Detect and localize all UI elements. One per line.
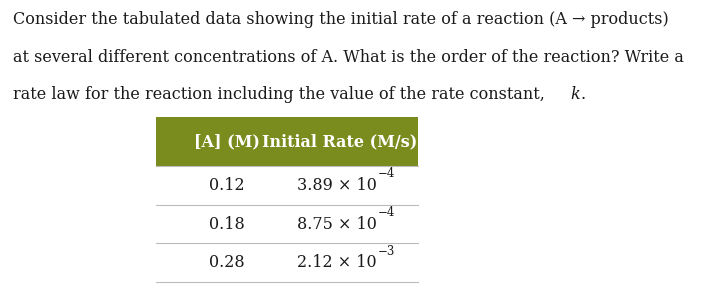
Text: Initial Rate (M/s): Initial Rate (M/s) (262, 133, 417, 150)
Text: [A] (M): [A] (M) (194, 133, 260, 150)
Text: .: . (580, 86, 585, 103)
Text: 0.18: 0.18 (209, 215, 245, 232)
Text: rate law for the reaction including the value of the rate constant,: rate law for the reaction including the … (13, 86, 550, 103)
FancyBboxPatch shape (156, 117, 418, 166)
Text: −4: −4 (378, 206, 395, 219)
Text: −3: −3 (378, 245, 395, 258)
Text: 2.12 × 10: 2.12 × 10 (297, 254, 376, 271)
Text: 0.28: 0.28 (209, 254, 245, 271)
Text: −4: −4 (378, 167, 395, 180)
Text: 0.12: 0.12 (209, 177, 245, 194)
Text: 8.75 × 10: 8.75 × 10 (297, 215, 377, 232)
Text: Consider the tabulated data showing the initial rate of a reaction (A → products: Consider the tabulated data showing the … (13, 11, 669, 28)
Text: at several different concentrations of A. What is the order of the reaction? Wri: at several different concentrations of A… (13, 48, 684, 66)
Text: k: k (571, 86, 580, 103)
Text: 3.89 × 10: 3.89 × 10 (297, 177, 377, 194)
